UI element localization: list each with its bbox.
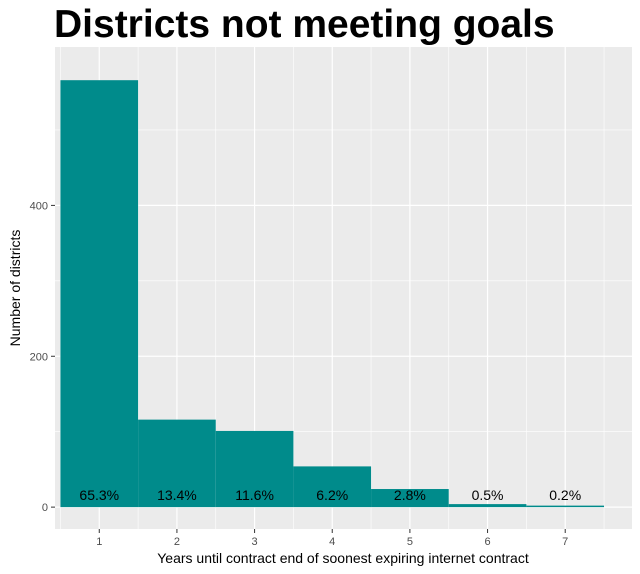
y-tick-label: 400 [30,200,48,212]
x-tick-label: 3 [252,536,258,548]
chart-title: Districts not meeting goals [54,3,555,46]
bar-label-6: 0.5% [472,487,504,503]
bar-labels: 65.3% 13.4% 11.6% 6.2% 2.8% 0.5% 0.2% [79,487,581,503]
bar-5 [371,489,449,508]
x-tick-label: 7 [562,536,568,548]
bar-label-5: 2.8% [394,487,426,503]
x-tick-label: 1 [96,536,102,548]
x-axis-title: Years until contract end of soonest expi… [157,550,529,566]
axes: 0 200 400 1 2 3 4 5 6 7 [30,200,569,548]
bar-7 [526,505,605,508]
x-tick-label: 4 [329,536,335,548]
y-axis-title: Number of districts [7,230,23,347]
y-tick-label: 200 [30,351,48,363]
y-tick-label: 0 [42,502,48,514]
x-tick-label: 6 [484,536,490,548]
bar-6 [448,504,527,508]
x-tick-label: 2 [174,536,180,548]
bar-label-2: 13.4% [157,487,197,503]
bar-1 [60,80,139,508]
bar-label-7: 0.2% [549,487,581,503]
bar-label-1: 65.3% [79,487,119,503]
bar-3 [215,430,294,508]
bar-label-4: 6.2% [316,487,348,503]
bar-2 [138,419,216,508]
bar-4 [293,466,372,508]
bars [60,80,605,508]
x-tick-label: 5 [407,536,413,548]
bar-label-3: 11.6% [235,487,274,503]
